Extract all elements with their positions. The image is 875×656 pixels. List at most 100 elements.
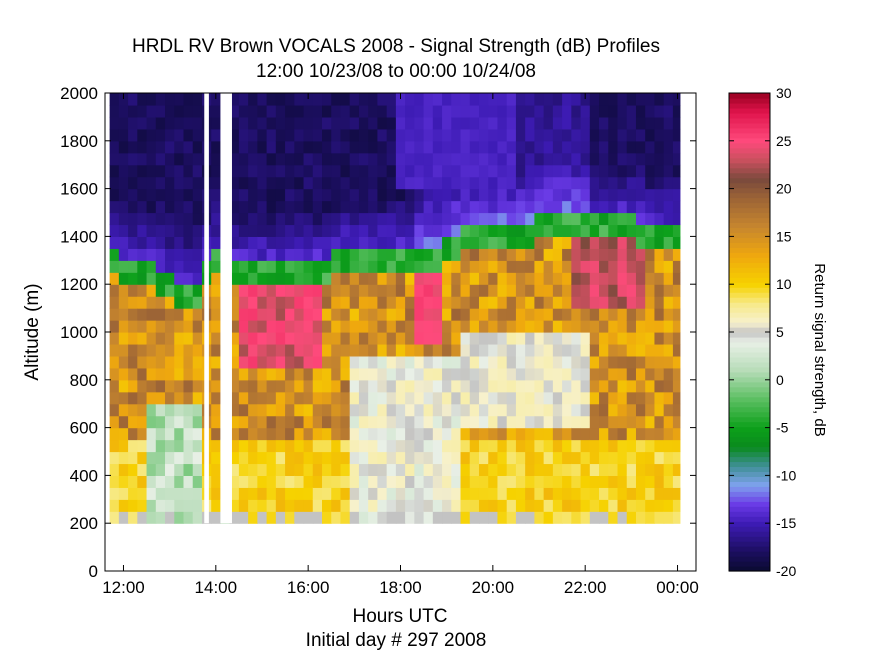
heatmap-cell [192,152,203,166]
heatmap-cell [515,164,526,178]
heatmap-cell [672,487,681,500]
heatmap-cell [525,391,535,405]
heatmap-cell [174,343,185,357]
heatmap-cell [663,272,674,285]
heatmap-cell [414,152,425,166]
heatmap-cell [589,116,600,130]
heatmap-cell [137,188,148,202]
heatmap-cell [155,487,166,500]
heatmap-cell [580,332,591,345]
heatmap-cell [515,511,526,524]
heatmap-cell [248,475,258,488]
heatmap-cell [146,487,157,500]
heatmap-cell [229,272,240,285]
heatmap-cell [192,248,203,261]
heatmap-cell [294,415,305,429]
heatmap-cell [562,200,572,214]
heatmap-cell [515,296,526,309]
heatmap-cell [257,403,268,417]
heatmap-cell [451,212,462,226]
heatmap-cell [599,475,609,488]
heatmap-cell [543,475,554,488]
heatmap-cell [654,140,665,154]
heatmap-cell [506,128,517,142]
heatmap-cell [571,499,582,512]
heatmap-cell [303,93,314,106]
heatmap-cell [478,391,489,405]
heatmap-cell [285,439,295,453]
heatmap-cell [460,93,471,106]
heatmap-cell [118,415,129,429]
heatmap-cell [515,212,526,226]
heatmap-cell [672,499,681,512]
heatmap-cell [340,176,351,190]
heatmap-cell [312,332,323,345]
heatmap-cell [128,140,138,154]
heatmap-cell [368,379,379,393]
heatmap-cell [331,176,342,190]
heatmap-cell [534,379,545,393]
heatmap-cell [386,236,397,249]
heatmap-cell [109,296,120,309]
heatmap-cell [488,391,499,405]
heatmap-cell [654,308,665,321]
heatmap-cell [617,499,628,512]
colorbar-tick-label: 25 [776,133,792,149]
heatmap-cell [229,439,240,453]
heatmap-cell [599,511,609,524]
heatmap-cell [515,475,526,488]
heatmap-cell [137,391,148,405]
heatmap-cell [515,176,526,190]
colorbar-swatch [729,561,770,567]
heatmap-cell [275,439,286,453]
heatmap-cell [672,427,681,441]
colorbar-swatch [729,526,770,532]
heatmap-cell [645,475,656,488]
heatmap-cell [552,128,563,142]
heatmap-cell [294,463,305,476]
heatmap-cell [534,367,545,381]
heatmap-cell [506,212,517,226]
heatmap-cell [432,308,443,321]
heatmap-cell [238,260,249,273]
heatmap-cell [340,212,351,226]
heatmap-cell [183,308,194,321]
heatmap-cell [248,164,258,178]
colorbar-swatch [729,456,770,463]
heatmap-cell [617,451,628,465]
heatmap-cell [109,427,120,441]
heatmap-cell [248,403,258,417]
heatmap-cell [626,379,637,393]
heatmap-cell [266,152,277,166]
heatmap-cell [248,260,258,273]
heatmap-cell [395,308,406,321]
colorbar-swatch [729,177,770,184]
heatmap-cell [183,236,194,249]
heatmap-cell [534,343,545,357]
heatmap-cell [294,236,305,249]
heatmap-cell [331,511,342,524]
heatmap-cell [146,104,157,118]
heatmap-cell [626,463,637,476]
colorbar-swatch [729,202,770,209]
heatmap-cell [497,463,508,476]
heatmap-cell [478,140,489,154]
heatmap-cell [211,511,222,524]
heatmap-cell [571,248,582,261]
heatmap-cell [174,332,185,345]
heatmap-cell [442,248,452,261]
heatmap-cell [617,355,628,369]
heatmap-cell [211,140,222,154]
heatmap-cell [146,463,157,476]
heatmap-cell [608,355,619,369]
colorbar-swatch [729,167,770,174]
colorbar [729,93,770,572]
heatmap-cell [663,212,674,226]
heatmap-cell [488,152,499,166]
heatmap-cell [257,93,268,106]
heatmap-cell [285,451,295,465]
heatmap-cell [368,164,379,178]
heatmap-cell [137,93,148,106]
heatmap-cell [580,236,591,249]
heatmap-cell [395,367,406,381]
